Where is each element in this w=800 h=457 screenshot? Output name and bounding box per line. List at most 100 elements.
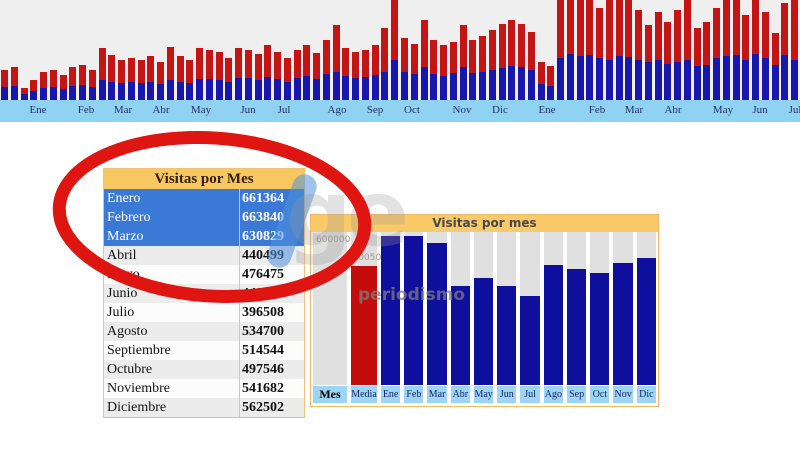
timeline-bar-red-segment [332, 25, 340, 72]
timeline-bar-red-segment [381, 28, 389, 72]
month-cell[interactable]: Abril [103, 246, 240, 265]
value-cell[interactable]: 476475 [239, 265, 305, 284]
chart-column-ene [380, 232, 401, 385]
x-axis-label-mar: Mar [427, 386, 447, 403]
timeline-bar [137, 60, 145, 100]
month-cell[interactable]: Julio [103, 303, 240, 322]
month-cell[interactable]: Marzo [103, 227, 240, 246]
timeline-bar-red-segment [166, 47, 174, 80]
bar-feb[interactable] [404, 236, 424, 385]
table-row-junio[interactable]: Junio 440118 [103, 284, 305, 303]
month-cell[interactable]: Septiembre [103, 341, 240, 360]
value-cell[interactable]: 396508 [239, 303, 305, 322]
table-row-octubre[interactable]: Octubre 497546 [103, 360, 305, 379]
timeline-bar-blue-segment [644, 62, 652, 100]
timeline-bar [244, 50, 252, 100]
table-row-febrero[interactable]: Febrero 663840 [103, 208, 305, 227]
value-cell[interactable]: 534700 [239, 322, 305, 341]
bar-jun[interactable] [497, 286, 517, 385]
month-cell[interactable]: Mayo [103, 265, 240, 284]
bar-may[interactable] [473, 278, 494, 385]
value-cell[interactable]: 440118 [239, 284, 305, 303]
value-cell[interactable]: 663840 [239, 208, 305, 227]
month-cell[interactable]: Febrero [103, 208, 240, 227]
month-cell[interactable]: Enero [103, 189, 240, 208]
month-cell[interactable]: Junio [103, 284, 240, 303]
timeline-bar [761, 12, 769, 100]
bar-sep[interactable] [566, 269, 587, 385]
bar-ene[interactable] [380, 236, 401, 385]
timeline-bar-red-segment [361, 50, 369, 77]
chart-column-feb [404, 232, 424, 385]
table-row-marzo[interactable]: Marzo 630829 [103, 227, 305, 246]
traffic-timeline-chart[interactable]: Ene Feb Mar Abr May Jun Jul Ago Sep Oct Nov Dic Ene F… [0, 0, 800, 122]
chart-column-dic [636, 232, 656, 385]
timeline-bar [547, 66, 555, 100]
table-row-noviembre[interactable]: Noviembre 541682 [103, 379, 305, 398]
table-row-julio[interactable]: Julio 396508 [103, 303, 305, 322]
timeline-bar-blue-segment [264, 77, 272, 100]
table-row-diciembre[interactable]: Diciembre 562502 [103, 398, 305, 418]
timeline-bar [215, 52, 223, 100]
table-row-septiembre[interactable]: Septiembre 514544 [103, 341, 305, 360]
timeline-bars-area[interactable] [0, 0, 800, 100]
value-cell[interactable]: 661364 [239, 189, 305, 208]
x-axis-label-oct: Oct [590, 386, 610, 403]
timeline-month-label: Mar [624, 104, 644, 116]
timeline-bar-red-segment [440, 45, 448, 76]
timeline-bar-blue-segment [566, 54, 574, 100]
timeline-bar [605, 0, 613, 100]
value-cell[interactable]: 541682 [239, 379, 305, 398]
timeline-bar [20, 88, 28, 100]
timeline-bar-blue-segment [69, 86, 77, 100]
timeline-bar-blue-segment [352, 78, 360, 100]
timeline-bar-red-segment [537, 62, 545, 84]
timeline-bar-blue-segment [781, 55, 789, 100]
timeline-bar [771, 33, 779, 100]
value-cell[interactable]: 630829 [239, 227, 305, 246]
table-row-mayo[interactable]: Mayo 476475 [103, 265, 305, 284]
timeline-bar-blue-segment [742, 60, 750, 100]
timeline-bar-red-segment [771, 33, 779, 65]
timeline-bar [410, 44, 418, 100]
timeline-bar-blue-segment [440, 76, 448, 100]
timeline-bar-red-segment [644, 25, 652, 62]
timeline-bar-blue-segment [732, 55, 740, 100]
timeline-bar-red-segment [722, 0, 730, 56]
bar-ago[interactable] [543, 265, 563, 385]
table-row-agosto[interactable]: Agosto 534700 [103, 322, 305, 341]
timeline-bar-red-segment [761, 12, 769, 58]
chart-column-sep [566, 232, 587, 385]
x-axis-label-jun: Jun [497, 386, 517, 403]
timeline-bar-red-segment [118, 60, 126, 83]
table-row-abril[interactable]: Abril 440499 [103, 246, 305, 265]
table-row-enero[interactable]: Enero 661364 [103, 189, 305, 208]
month-cell[interactable]: Octubre [103, 360, 240, 379]
timeline-bar [166, 47, 174, 100]
bar-mar[interactable] [427, 243, 447, 385]
timeline-bar [88, 70, 96, 100]
value-cell[interactable]: 514544 [239, 341, 305, 360]
timeline-bar-blue-segment [703, 65, 711, 100]
month-cell[interactable]: Diciembre [103, 398, 240, 418]
bar-media[interactable] [351, 266, 377, 385]
timeline-bar [401, 38, 408, 100]
timeline-bar-red-segment [303, 45, 311, 76]
value-cell[interactable]: 562502 [239, 398, 305, 418]
timeline-month-axis: Ene Feb Mar Abr May Jun Jul Ago Sep Oct Nov Dic Ene F… [0, 100, 800, 122]
bar-abr[interactable] [450, 286, 470, 385]
month-cell[interactable]: Agosto [103, 322, 240, 341]
bar-dic[interactable] [636, 258, 656, 385]
timeline-bar-red-segment [713, 8, 721, 58]
bar-jul[interactable] [520, 296, 540, 385]
timeline-bar-red-segment [479, 36, 487, 72]
value-cell[interactable]: 497546 [239, 360, 305, 379]
bar-oct[interactable] [590, 273, 610, 385]
x-axis-label-abr: Abr [450, 386, 470, 403]
timeline-bar [98, 48, 106, 100]
bar-nov[interactable] [613, 263, 633, 385]
timeline-month-label: Oct [404, 104, 420, 116]
value-cell[interactable]: 440499 [239, 246, 305, 265]
month-cell[interactable]: Noviembre [103, 379, 240, 398]
x-axis-label-dic: Dic [636, 386, 656, 403]
